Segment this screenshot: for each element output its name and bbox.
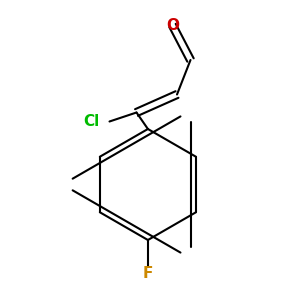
Text: Cl: Cl: [83, 114, 100, 129]
Text: O: O: [166, 18, 179, 33]
Text: F: F: [143, 266, 153, 281]
